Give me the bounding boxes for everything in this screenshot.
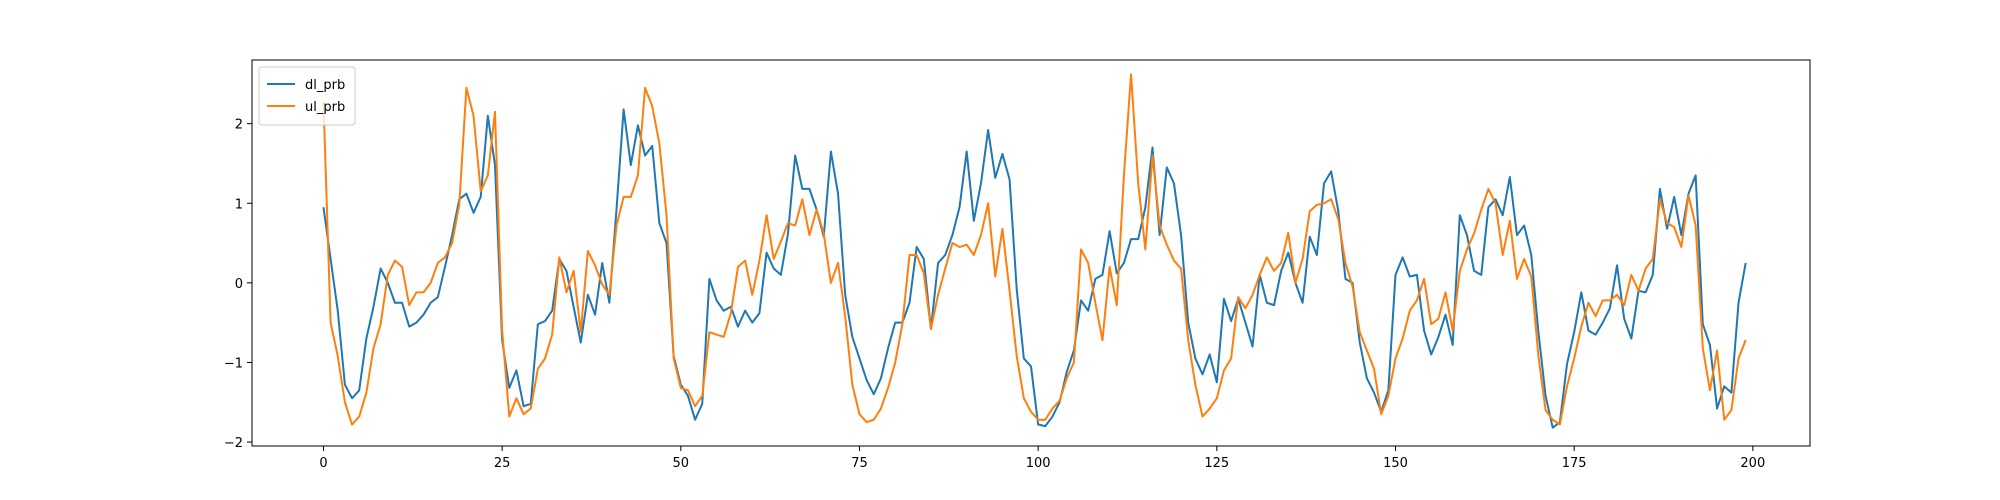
x-tick-label: 175 <box>1562 456 1587 471</box>
x-tick-label: 100 <box>1026 456 1051 471</box>
legend-label-dl_prb: dl_prb <box>305 78 345 93</box>
x-tick-label: 25 <box>494 456 511 471</box>
x-tick-label: 200 <box>1740 456 1765 471</box>
legend-box <box>258 66 356 126</box>
y-tick-label: −1 <box>224 356 243 371</box>
x-tick-label: 75 <box>851 456 868 471</box>
y-axis: −2 −1 0 1 2 <box>224 118 252 451</box>
x-tick-label: 0 <box>319 456 327 471</box>
x-tick-label: 125 <box>1204 456 1229 471</box>
plot-frame <box>251 59 1811 447</box>
y-tick-label: −2 <box>224 436 243 451</box>
x-axis: 0 25 50 75 100 125 150 175 200 <box>319 446 1765 471</box>
legend-label-ul_prb: ul_prb <box>305 100 345 115</box>
x-tick-label: 150 <box>1383 456 1408 471</box>
series-layer <box>322 73 1747 429</box>
y-tick-label: 1 <box>235 197 243 212</box>
x-tick-label: 50 <box>673 456 690 471</box>
series-line-ul_prb <box>322 73 1747 426</box>
y-tick-label: 2 <box>235 118 243 133</box>
y-tick-label: 0 <box>235 277 243 292</box>
legend: dl_prb ul_prb <box>258 66 356 126</box>
